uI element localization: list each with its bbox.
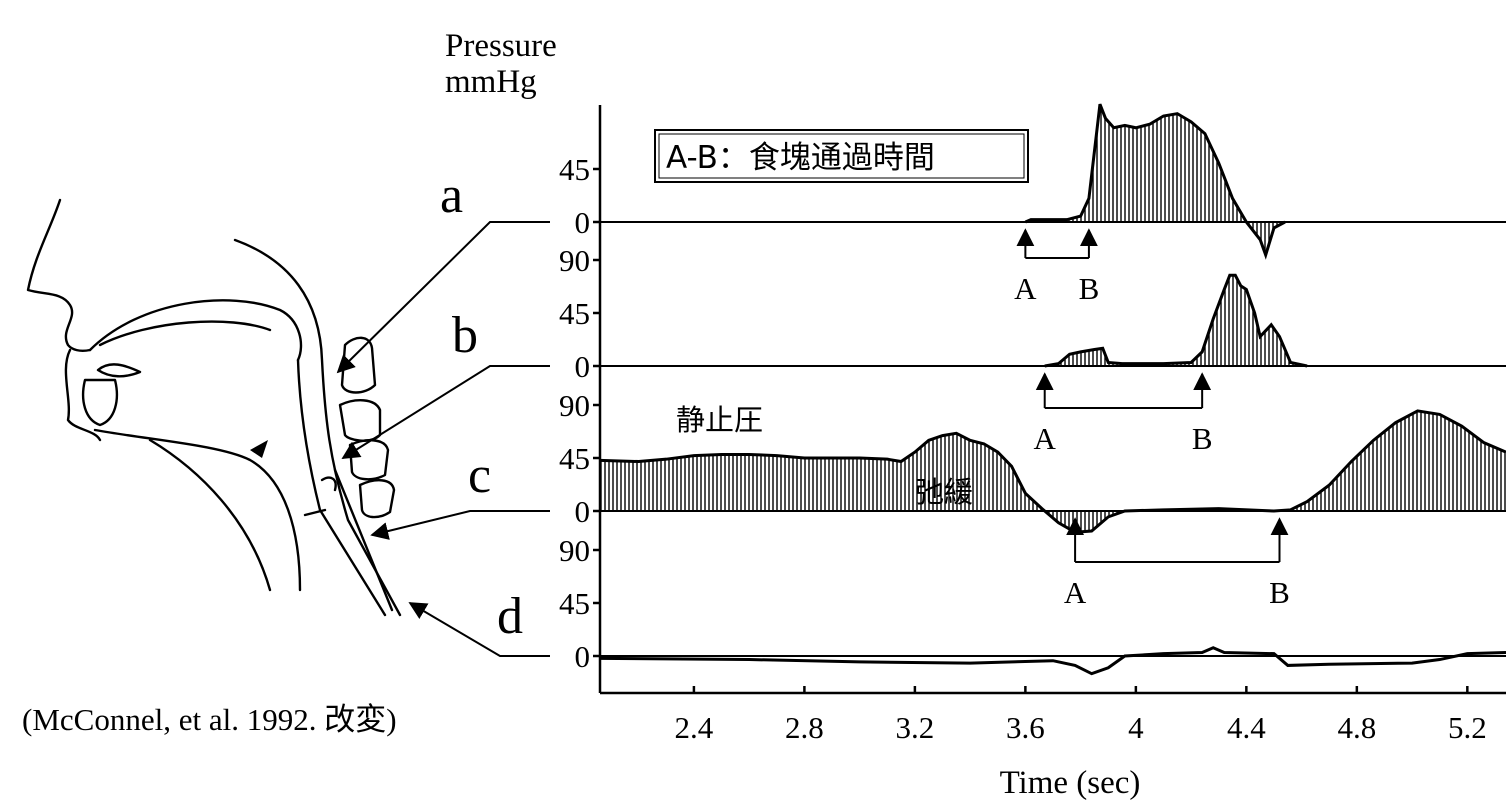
trace-line [599, 409, 1506, 534]
y-tick-label: 90 [559, 533, 590, 568]
marker-label: A [1014, 271, 1037, 306]
y-tick-label: 45 [559, 586, 590, 621]
annotation: 静止圧 [676, 403, 763, 437]
x-tick-label: 4.4 [1227, 710, 1266, 745]
marker-label: A [1064, 575, 1087, 610]
marker-label: B [1079, 271, 1100, 306]
marker-label: B [1192, 421, 1213, 456]
y-tick-label: 0 [575, 349, 591, 384]
marker-label: A [1034, 421, 1057, 456]
trace-line [599, 646, 1506, 676]
x-tick-label: 3.2 [896, 710, 935, 745]
panel-label: a [440, 167, 463, 224]
annotation: 弛緩 [915, 475, 973, 509]
x-tick-label: 4.8 [1337, 710, 1376, 745]
y-tick-label: 90 [559, 243, 590, 278]
y-tick-label: 0 [575, 205, 591, 240]
panel-label: b [452, 307, 478, 364]
panel-label: c [468, 447, 491, 504]
y-tick-label: 0 [575, 494, 591, 529]
x-tick-label: 3.6 [1006, 710, 1045, 745]
area-hatch [1025, 104, 1286, 255]
leader-lines [336, 221, 550, 657]
anatomy-sketch [26, 198, 402, 617]
x-tick-label: 4 [1128, 710, 1144, 745]
note-box-inner [658, 133, 1025, 179]
marker-label: B [1269, 575, 1290, 610]
y-label: Pressure [445, 28, 557, 64]
x-tick-label: 2.8 [785, 710, 824, 745]
trace-line [1024, 103, 1286, 260]
panel-label: d [497, 588, 523, 645]
y-tick-label: 0 [575, 639, 591, 674]
source-caption: (McConnel, et al. 1992. 改変) [22, 702, 397, 737]
x-tick-label: 2.4 [675, 710, 714, 745]
y-tick-label: 90 [559, 388, 590, 423]
y-tick-label: 45 [559, 152, 590, 187]
note-box [654, 129, 1029, 183]
note-text: A-B：食塊通過時間 [666, 140, 935, 176]
area-hatch [1044, 275, 1308, 366]
x-label: Time (sec) [1000, 765, 1141, 801]
trace-line [1044, 273, 1308, 368]
y-tick-label: 45 [559, 296, 590, 331]
x-tick-label: 5.2 [1448, 710, 1487, 745]
y-tick-label: 45 [559, 441, 590, 476]
y-label: mmHg [445, 64, 537, 100]
area-hatch [600, 410, 1506, 533]
